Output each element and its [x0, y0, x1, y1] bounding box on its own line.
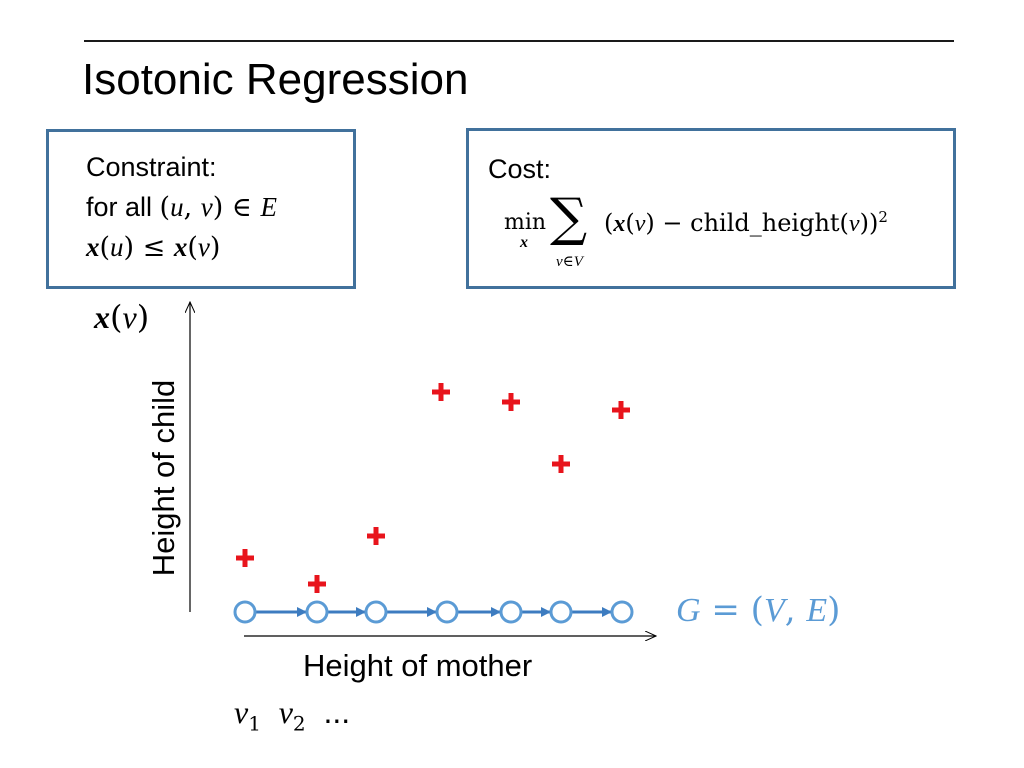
- graph-node: [549, 600, 573, 624]
- x-axis-label: Height of mother: [303, 648, 533, 683]
- data-point-plus: [432, 383, 450, 401]
- var-u: u: [170, 192, 184, 222]
- var-u: u: [110, 232, 124, 262]
- ellipsis: ...: [323, 694, 351, 730]
- graph-node: [435, 600, 459, 624]
- var-v: v: [200, 192, 213, 222]
- leq: ) ≤: [123, 232, 174, 263]
- paren: (: [110, 298, 123, 336]
- constraint-box: [46, 129, 356, 289]
- var-E: E: [260, 192, 277, 222]
- data-point-plus: [367, 527, 385, 545]
- paren: (: [625, 209, 635, 237]
- constraint-heading: Constraint:: [86, 152, 217, 182]
- data-point-plus: [612, 401, 630, 419]
- paren: )): [859, 209, 879, 237]
- graph-node: [499, 600, 523, 624]
- min-subscript: x: [520, 234, 528, 251]
- comma: ,: [183, 192, 201, 223]
- graph-node: [305, 600, 329, 624]
- min-operator: min: [504, 210, 547, 235]
- var-E: E: [806, 592, 828, 629]
- paren: (: [604, 209, 614, 237]
- cost-summand: (x(v) − child_height(v))2: [604, 208, 888, 238]
- var-x-bold: x: [86, 232, 100, 262]
- graph-node: [364, 600, 388, 624]
- paren: ): [209, 232, 221, 263]
- paren: ): [136, 298, 150, 336]
- for-all-text: for all: [86, 192, 153, 222]
- data-point-plus: [502, 393, 520, 411]
- y-axis-variable: x(v): [94, 298, 149, 336]
- slide-title: Isotonic Regression: [82, 55, 469, 104]
- var-x-bold: x: [613, 211, 626, 237]
- subscript-1: 1: [248, 711, 261, 736]
- var-x-bold: x: [173, 232, 188, 262]
- var-x-bold: x: [94, 299, 110, 335]
- vertex-label-v: v: [278, 694, 293, 730]
- var-v: v: [634, 211, 646, 237]
- paren: ): [827, 590, 841, 630]
- equals: = (: [700, 590, 764, 630]
- sum-operator: ∑: [550, 188, 588, 248]
- minus-child-height: ) − child_height(: [645, 209, 849, 237]
- graph-nodes: [233, 600, 634, 624]
- subscript-2: 2: [292, 711, 306, 736]
- comma: ,: [784, 590, 807, 630]
- var-v: v: [197, 232, 210, 262]
- exponent: 2: [878, 208, 888, 226]
- constraint-inequality: x(u) ≤ x(v): [86, 230, 220, 265]
- paren: (: [99, 232, 111, 263]
- graph-node: [610, 600, 634, 624]
- var-V: V: [763, 592, 785, 629]
- data-point-plus: [236, 549, 254, 567]
- graph-label: G = (V, E): [676, 590, 840, 630]
- var-G: G: [676, 592, 701, 629]
- paren-open: (: [159, 192, 171, 223]
- constraint-for-all: for all (u, v) ∈ E: [86, 190, 277, 225]
- sum-subscript: v∈V: [556, 254, 583, 270]
- var-v: v: [122, 299, 137, 335]
- data-points: [236, 383, 630, 593]
- cost-box: [466, 128, 956, 289]
- title-rule: [84, 40, 954, 42]
- data-point-plus: [308, 575, 326, 593]
- cost-heading: Cost:: [488, 154, 552, 184]
- var-v: v: [848, 211, 860, 237]
- vertex-label-v: v: [234, 694, 249, 730]
- graph-node: [233, 600, 257, 624]
- paren: (: [187, 232, 198, 263]
- vertex-labels: v1 v2 ...: [234, 694, 350, 735]
- data-point-plus: [552, 455, 570, 473]
- paren-in: ) ∈: [212, 192, 261, 223]
